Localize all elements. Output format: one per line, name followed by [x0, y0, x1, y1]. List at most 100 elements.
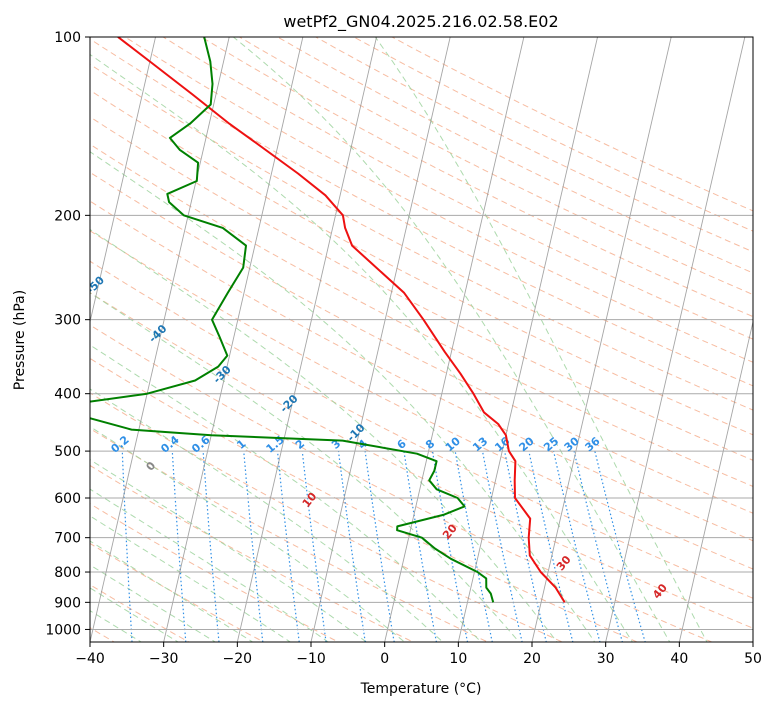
temperature-trace: [117, 37, 566, 603]
dry-adiabat-line: [90, 427, 489, 642]
moist-adiabat-line: [90, 228, 558, 642]
isotherm-label: -30: [211, 363, 234, 386]
isotherm-line: [457, 37, 598, 642]
x-tick-label: 10: [449, 651, 467, 667]
isotherm-line: [384, 37, 525, 642]
moist-adiabat-line: [90, 540, 254, 642]
y-tick-label: 400: [54, 387, 81, 403]
moist-adiabat-line: [232, 37, 671, 642]
sounding-traces: [90, 37, 566, 603]
isotherm-line: [678, 319, 753, 642]
dry-adiabat-line: [90, 324, 713, 642]
chart-title: wetPf2_GN04.2025.216.02.58.E02: [283, 12, 558, 32]
moist-adiabat-line: [90, 292, 520, 642]
y-tick-label: 800: [54, 565, 81, 581]
isotherm-label: -60: [19, 235, 42, 258]
isotherm-line: [236, 37, 377, 642]
mixing-ratio-label: 0.6: [189, 433, 213, 456]
moist-adiabat-labels: 0 10 20 30 40: [144, 459, 671, 602]
moist-adiabat-line: [90, 388, 444, 642]
isotherm-label: -20: [277, 392, 300, 415]
dry-adiabat-line: [352, 37, 753, 232]
x-axis: −40 −30 −20 −10 0 10 20 30 40 50: [75, 642, 762, 667]
moist-adiabat-label: 40: [650, 581, 670, 601]
isotherm-line: [163, 37, 304, 642]
dry-adiabat-line: [90, 116, 753, 461]
moist-adiabat-label: 20: [440, 521, 460, 541]
dry-adiabat-line: [314, 37, 753, 253]
mixing-ratio-label: 8: [423, 437, 437, 452]
pressure-gridlines: [90, 37, 753, 630]
mixing-ratio-line: [121, 451, 133, 642]
dry-adiabat-line: [90, 392, 564, 642]
plot-frame: [89, 36, 754, 643]
x-axis-label: Temperature (°C): [360, 681, 482, 697]
dry-adiabat-line: [238, 37, 753, 296]
moist-adiabat-line: [90, 344, 482, 642]
x-tick-label: 20: [523, 651, 541, 667]
y-tick-label: 300: [54, 313, 81, 329]
y-axis: 100 200 300 400 500 600 700 800 900 1000: [45, 30, 90, 638]
moist-adiabat-line: [90, 426, 406, 642]
y-tick-label: 200: [54, 208, 81, 224]
dry-adiabat-line: [90, 542, 265, 642]
mixing-ratio-labels: 0.1 0.2 0.4 0.6 1 1.5 2 3 4 6 8 10 13 16 20 25 30 36: [108, 433, 602, 456]
dry-adiabat-line: [90, 503, 340, 642]
moist-adiabat-line: [90, 564, 217, 642]
x-tick-label: −30: [149, 651, 179, 667]
isotherm-line: [310, 37, 451, 642]
mixing-ratio-line: [364, 451, 395, 642]
isotherm-line: [90, 37, 230, 642]
mixing-ratio-line: [337, 451, 366, 642]
moist-adiabat-line: [90, 488, 330, 642]
dry-adiabat-line: [90, 38, 753, 387]
dewpoint-trace: [90, 37, 495, 603]
mixing-ratio-line: [431, 451, 469, 642]
x-tick-label: −40: [75, 651, 105, 667]
moist-adiabat-line: [90, 610, 143, 642]
dry-adiabats: [90, 37, 753, 642]
mixing-ratio-line: [481, 450, 523, 642]
dry-adiabat-line: [90, 89, 753, 436]
dry-adiabat-line: [276, 37, 753, 274]
x-tick-label: −10: [296, 651, 326, 667]
mixing-ratio-line: [594, 450, 646, 642]
mixing-ratio-lines: [121, 450, 646, 642]
moist-adiabat-label: 0: [144, 459, 159, 473]
skewed-isotherms: [90, 37, 753, 642]
y-axis-label: Pressure (hPa): [12, 290, 28, 390]
x-tick-label: 50: [744, 651, 762, 667]
moist-adiabat-line: [90, 151, 596, 642]
isotherm-label: -40: [146, 322, 169, 345]
y-tick-label: 900: [54, 595, 81, 611]
moist-adiabat-line: [90, 53, 633, 642]
isotherm-line: [752, 639, 753, 642]
mixing-ratio-line: [276, 451, 300, 642]
moist-adiabat-line: [90, 587, 180, 642]
dry-adiabat-line: [90, 292, 753, 629]
x-tick-label: 0: [380, 651, 389, 667]
dry-adiabat-line: [390, 37, 753, 212]
moist-adiabat-line: [90, 459, 368, 642]
moist-adiabats: [90, 37, 708, 642]
y-tick-label: 700: [54, 531, 81, 547]
dry-adiabat-line: [124, 37, 753, 363]
isotherm-label: -50: [84, 273, 107, 296]
mixing-ratio-line: [202, 451, 220, 642]
y-tick-label: 100: [54, 30, 81, 46]
dry-adiabat-line: [200, 37, 753, 318]
y-tick-label: 1000: [45, 622, 81, 638]
mixing-ratio-label: 1: [234, 437, 248, 452]
moist-adiabat-line: [374, 37, 708, 642]
y-tick-label: 600: [54, 491, 81, 507]
dry-adiabat-line: [90, 464, 415, 642]
isotherm-line: [605, 37, 746, 642]
moist-adiabat-label: 10: [300, 490, 320, 510]
isotherm-line: [90, 37, 156, 324]
x-tick-label: −20: [223, 651, 253, 667]
dry-adiabat-line: [90, 260, 753, 599]
mixing-ratio-line: [243, 451, 264, 642]
x-tick-label: 40: [670, 651, 688, 667]
